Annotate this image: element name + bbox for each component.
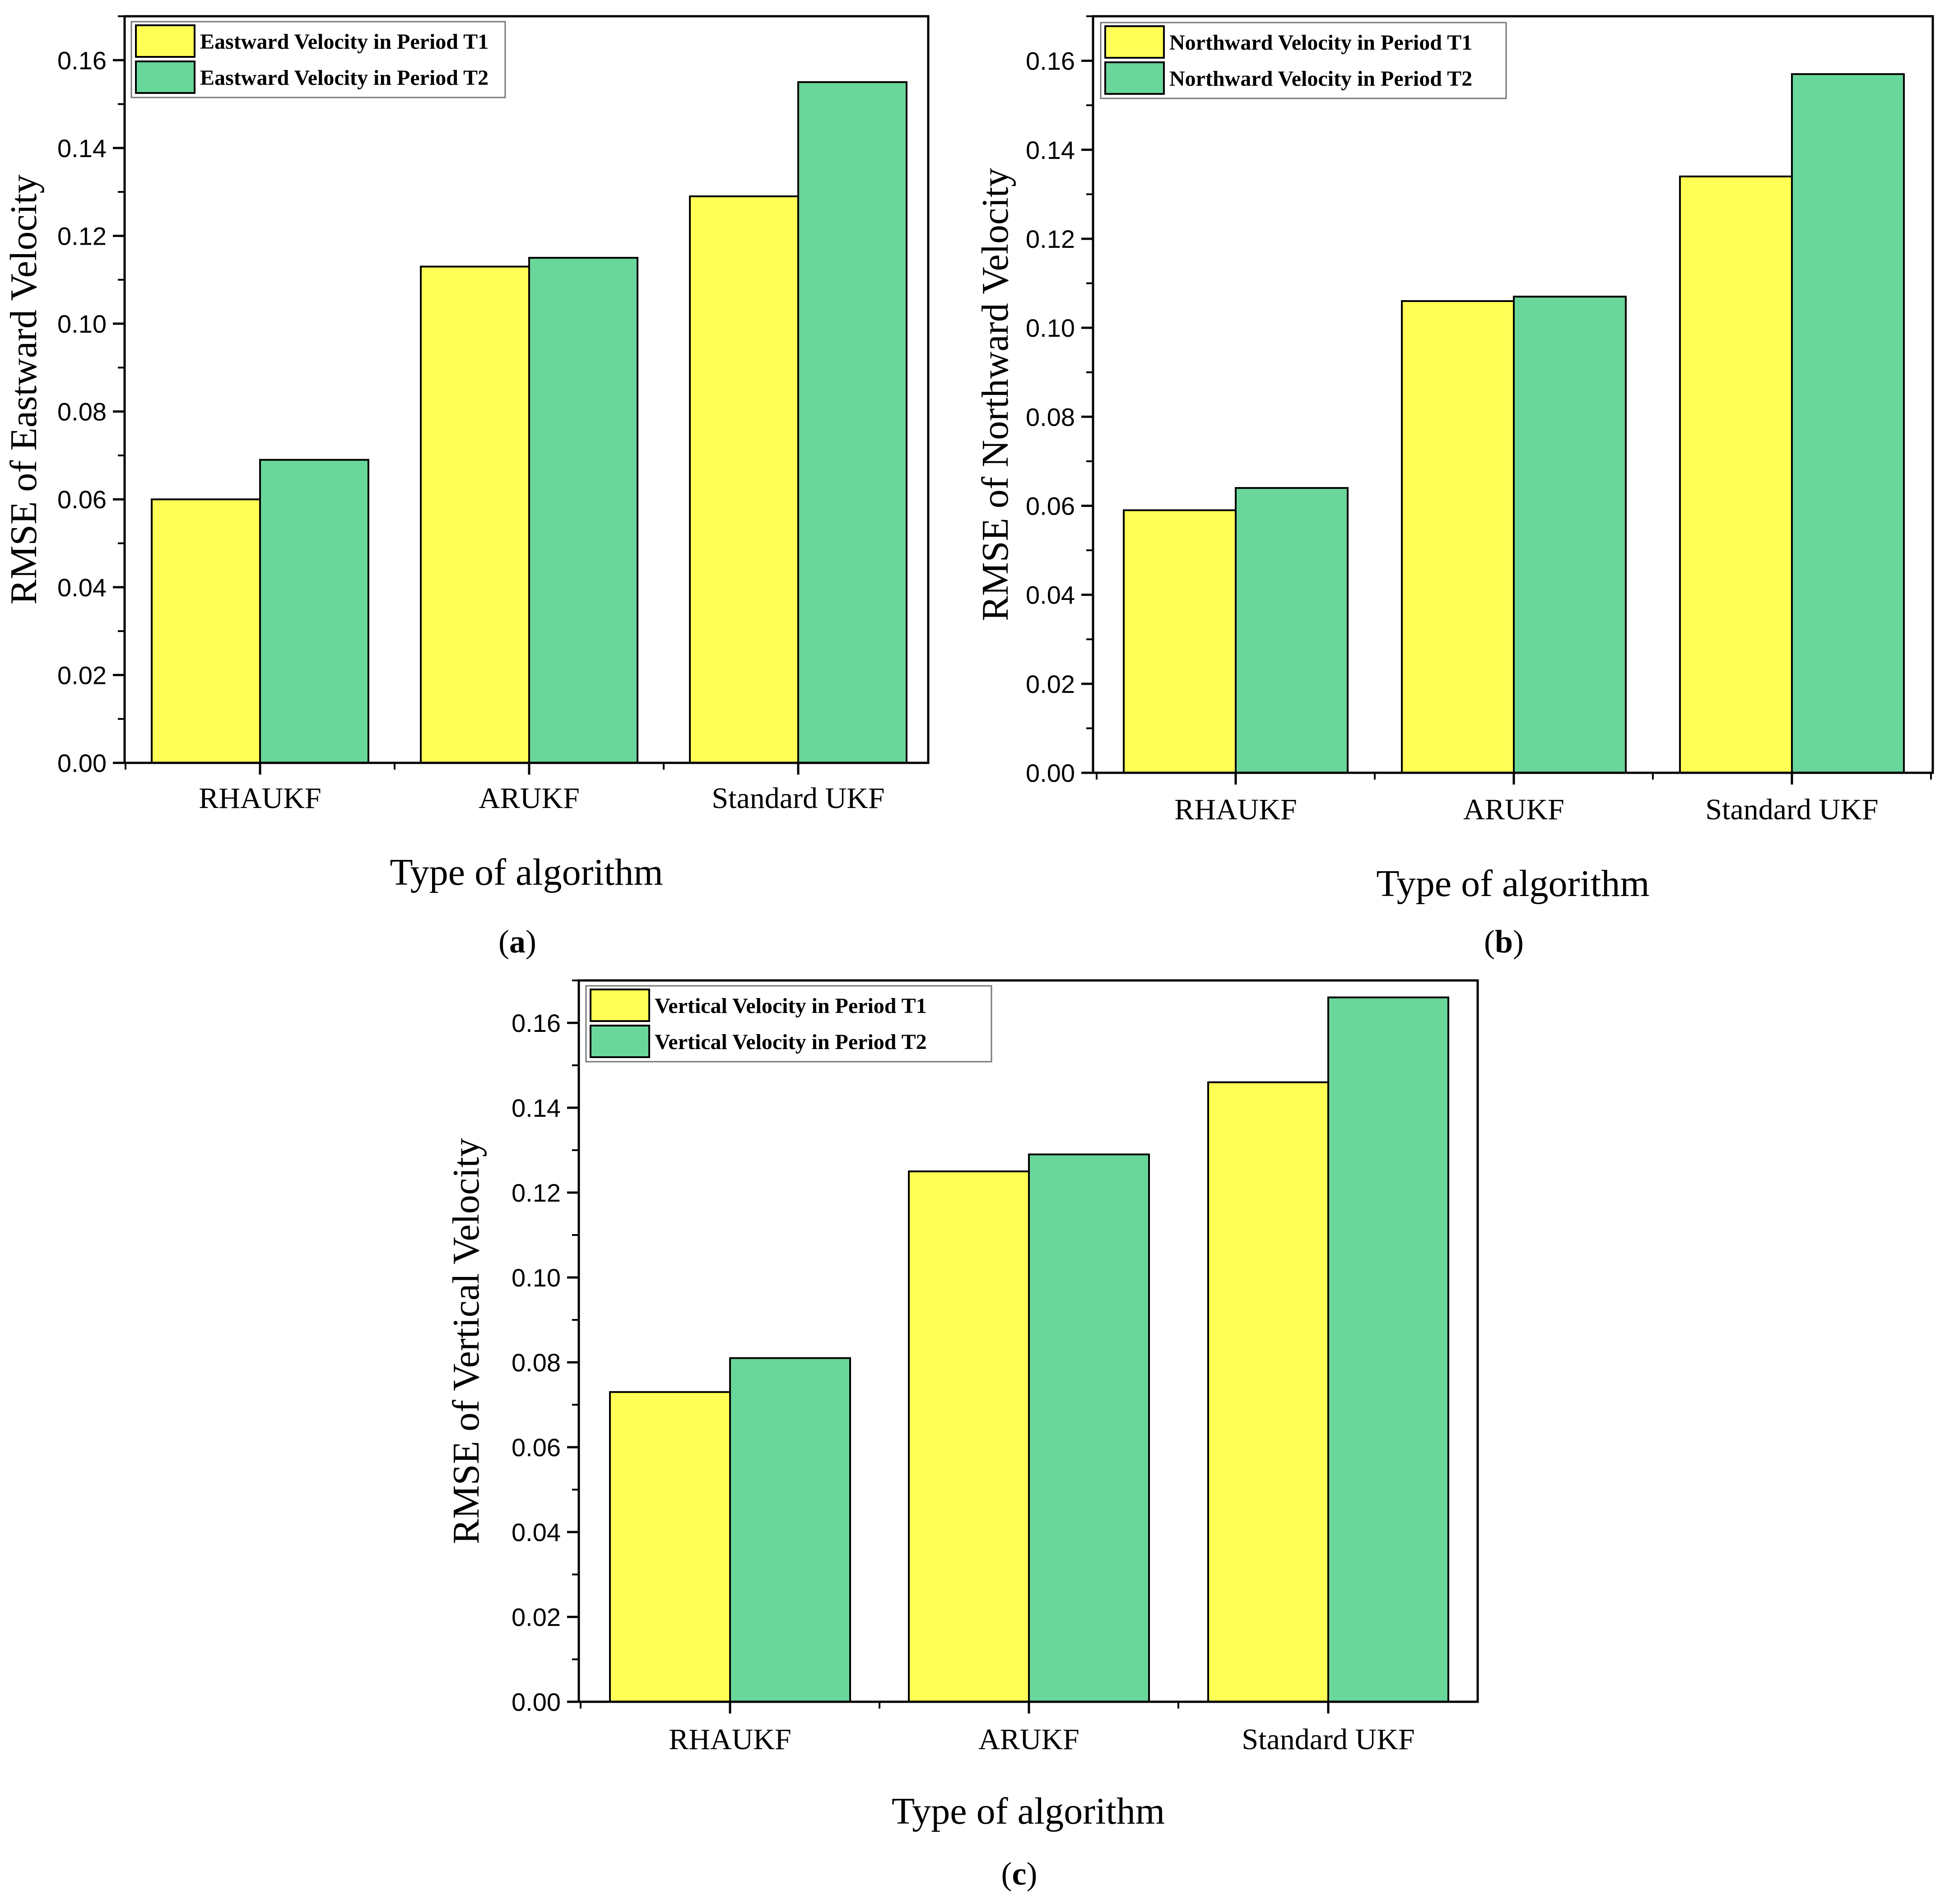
y-tick-label: 0.16	[1026, 47, 1075, 75]
y-tick-label: 0.10	[1026, 314, 1075, 342]
y-tick-label: 0.02	[57, 661, 107, 689]
y-tick-label: 0.06	[57, 485, 107, 514]
bar-standard-ukf-t1	[689, 195, 799, 764]
legend-label-t2: Vertical Velocity in Period T2	[655, 1030, 927, 1054]
legend-label-t1: Vertical Velocity in Period T1	[655, 994, 927, 1018]
y-tick-label: 0.08	[57, 398, 107, 426]
y-axis-title: RMSE of Vertical Velocity	[445, 1138, 487, 1544]
y-tick-label: 0.12	[1026, 225, 1075, 253]
y-tick-label: 0.08	[1026, 403, 1075, 431]
bar-standard-ukf-t1	[1207, 1081, 1329, 1703]
bar-arukf-t2	[1028, 1153, 1150, 1703]
y-tick-label: 0.12	[57, 222, 107, 250]
y-axis-title: RMSE of Northward Velocity	[974, 168, 1016, 621]
x-category-label: Standard UKF	[1242, 1723, 1414, 1756]
panel-label: (a)	[498, 924, 536, 960]
bar-rhaukf-t1	[1123, 509, 1237, 774]
legend-swatch-t1	[1104, 25, 1165, 59]
legend-swatch-t1	[590, 989, 650, 1022]
legend: Northward Velocity in Period T1 Northward…	[1100, 22, 1507, 99]
legend-swatch-t1	[135, 24, 195, 58]
bar-arukf-t1	[908, 1170, 1030, 1703]
legend-label-t2: Northward Velocity in Period T2	[1169, 67, 1472, 91]
y-tick-label: 0.16	[512, 1009, 561, 1037]
y-tick-label: 0.00	[57, 749, 107, 777]
bar-arukf-t2	[528, 257, 638, 764]
y-tick-label: 0.04	[57, 573, 107, 602]
bar-standard-ukf-t2	[797, 81, 907, 764]
y-tick-label: 0.14	[57, 134, 107, 163]
panel-label-letter: b	[1495, 924, 1513, 960]
x-category-label: ARUKF	[978, 1723, 1079, 1756]
x-category-label: ARUKF	[1463, 793, 1564, 826]
legend: Eastward Velocity in Period T1 Eastward V…	[130, 21, 506, 98]
y-tick-label: 0.14	[512, 1094, 561, 1122]
y-tick-label: 0.00	[512, 1688, 561, 1716]
chart-panel-b: 0.00 0.02 0.04 0.06 0.08 0.10 0.12 0.14 0.16 RHAU…	[974, 15, 1934, 960]
legend-swatch-t2	[1104, 61, 1165, 95]
x-category-label: RHAUKF	[669, 1723, 791, 1756]
y-tick-label: 0.02	[512, 1603, 561, 1631]
x-axis-title: Type of algorithm	[1376, 863, 1649, 905]
panel-label-letter: c	[1012, 1856, 1027, 1892]
x-category-label: ARUKF	[479, 782, 580, 815]
legend-box	[1100, 22, 1507, 99]
bar-arukf-t1	[420, 265, 530, 764]
y-tick-label: 0.00	[1026, 759, 1075, 787]
bar-rhaukf-t2	[1235, 487, 1349, 774]
legend: Vertical Velocity in Period T1 Vertical V…	[585, 985, 992, 1063]
panel-label: (c)	[1001, 1856, 1037, 1892]
y-tick-label: 0.06	[512, 1433, 561, 1462]
chart-panel-a: 0.00 0.02 0.04 0.06 0.08 0.10 0.12 0.14 0.16 RHAU…	[3, 15, 930, 960]
bar-rhaukf-t1	[151, 498, 261, 764]
legend-swatch-t2	[590, 1025, 650, 1058]
y-tick-label: 0.10	[57, 310, 107, 338]
bar-rhaukf-t1	[609, 1391, 731, 1703]
x-axis-title: Type of algorithm	[892, 1790, 1165, 1832]
y-tick-label: 0.02	[1026, 670, 1075, 698]
bar-standard-ukf-t2	[1327, 996, 1449, 1703]
x-category-label: Standard UKF	[712, 782, 884, 815]
y-tick-label: 0.04	[1026, 581, 1075, 609]
plot-frame	[123, 15, 930, 764]
panel-label: (b)	[1484, 924, 1524, 960]
bar-standard-ukf-t2	[1791, 73, 1905, 774]
legend-swatch-t2	[135, 60, 195, 94]
x-category-label: RHAUKF	[1174, 793, 1297, 826]
x-category-label: RHAUKF	[199, 782, 321, 815]
y-tick-label: 0.12	[512, 1179, 561, 1207]
y-tick-label: 0.14	[1026, 136, 1075, 164]
bar-arukf-t2	[1513, 296, 1627, 774]
bar-rhaukf-t2	[729, 1357, 851, 1703]
y-tick-label: 0.16	[57, 46, 107, 74]
x-axis-title: Type of algorithm	[390, 851, 663, 893]
y-tick-label: 0.10	[512, 1263, 561, 1292]
legend-label-t1: Eastward Velocity in Period T1	[200, 30, 488, 54]
legend-label-t1: Northward Velocity in Period T1	[1169, 31, 1472, 55]
bar-arukf-t1	[1401, 300, 1515, 774]
bar-standard-ukf-t1	[1679, 175, 1793, 774]
legend-label-t2: Eastward Velocity in Period T2	[200, 66, 488, 90]
y-tick-label: 0.08	[512, 1348, 561, 1377]
y-axis-title: RMSE of Eastward Velocity	[3, 175, 45, 605]
panel-label-letter: a	[509, 924, 526, 960]
y-tick-label: 0.06	[1026, 492, 1075, 520]
legend-box	[585, 985, 992, 1063]
y-tick-label: 0.04	[512, 1518, 561, 1546]
x-category-label: Standard UKF	[1705, 793, 1878, 826]
bar-rhaukf-t2	[259, 459, 369, 764]
chart-panel-c: 0.00 0.02 0.04 0.06 0.08 0.10 0.12 0.14 0.16 RHAU…	[445, 979, 1479, 1892]
